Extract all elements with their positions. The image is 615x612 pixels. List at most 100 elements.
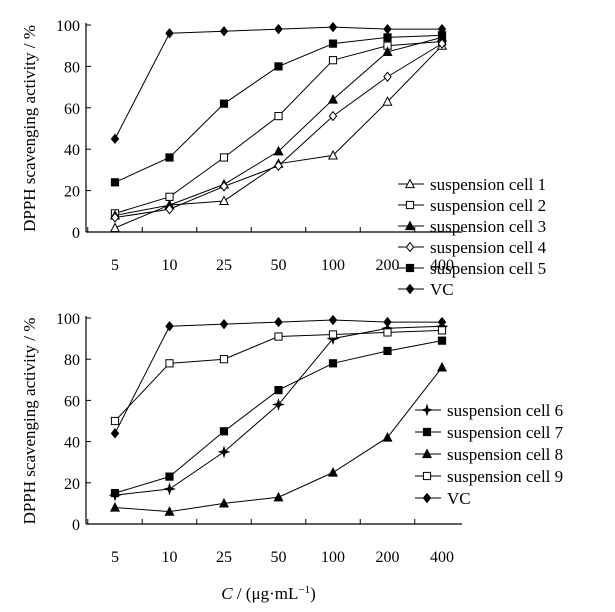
- data-point-suspension-cell-1: [382, 96, 393, 106]
- y-tick-label: 40: [64, 435, 80, 452]
- legend-label: suspension cell 8: [447, 445, 563, 464]
- x-tick-label: 200: [376, 549, 400, 566]
- legend-entry-suspension-cell-7: suspension cell 7: [415, 423, 564, 442]
- legend-entry-suspension-cell-6: suspension cell 6: [415, 401, 563, 420]
- legend-marker: [405, 200, 415, 210]
- x-tick-label: 50: [271, 257, 287, 274]
- x-tick-label: 100: [321, 549, 345, 566]
- x-tick-label: 25: [216, 549, 232, 566]
- x-tick-label: 5: [111, 549, 119, 566]
- legend-entry-vc: VC: [415, 489, 471, 508]
- x-tick-label: 100: [321, 257, 345, 274]
- series-suspension-cell-9: [110, 326, 447, 426]
- y-axis-title: DPPH scavenging activity / %: [20, 25, 39, 232]
- data-point-suspension-cell-8: [436, 361, 448, 372]
- data-point-suspension-cell-9: [437, 326, 447, 335]
- x-tick-label: 10: [162, 257, 178, 274]
- data-point-suspension-cell-4: [274, 160, 283, 171]
- legend-entry-suspension-cell-2: suspension cell 2: [398, 196, 546, 215]
- data-point-suspension-cell-5: [383, 33, 392, 42]
- data-point-suspension-cell-5: [274, 62, 283, 71]
- legend-entry-suspension-cell-5: suspension cell 5: [398, 259, 546, 278]
- data-point-vc: [383, 316, 392, 328]
- data-point-suspension-cell-6: [272, 398, 285, 411]
- data-point-suspension-cell-8: [327, 467, 339, 477]
- y-tick-label: 0: [72, 517, 80, 534]
- data-point-suspension-cell-7: [383, 346, 392, 356]
- y-tick-label: 80: [64, 352, 80, 369]
- y-axis-title: DPPH scavenging activity / %: [20, 318, 39, 525]
- data-point-vc: [328, 21, 338, 33]
- x-tick-label: 400: [430, 257, 454, 274]
- legend-entry-suspension-cell-4: suspension cell 4: [398, 238, 547, 257]
- legend-label: suspension cell 2: [430, 196, 546, 215]
- data-point-suspension-cell-4: [165, 204, 174, 215]
- data-point-suspension-cell-5: [219, 99, 229, 108]
- legend-label: VC: [447, 489, 471, 508]
- data-point-suspension-cell-9: [165, 359, 174, 368]
- legend-marker: [422, 492, 432, 504]
- legend-label: suspension cell 9: [447, 467, 563, 486]
- legend-entry-vc: VC: [398, 280, 454, 299]
- legend-marker: [405, 263, 415, 273]
- series-vc: [110, 314, 447, 439]
- data-point-suspension-cell-6: [217, 445, 231, 459]
- legend-entry-suspension-cell-9: suspension cell 9: [415, 467, 563, 486]
- data-point-vc: [437, 23, 447, 35]
- y-tick-label: 60: [64, 393, 80, 410]
- data-point-suspension-cell-6: [163, 482, 176, 496]
- data-point-suspension-cell-7: [110, 489, 120, 498]
- data-point-vc: [274, 316, 283, 328]
- legend-label: suspension cell 3: [430, 217, 546, 236]
- data-point-suspension-cell-7: [274, 386, 283, 395]
- data-point-suspension-cell-8: [218, 497, 230, 508]
- data-point-suspension-cell-8: [109, 502, 121, 512]
- y-tick-label: 100: [56, 311, 80, 328]
- y-tick-label: 20: [64, 184, 80, 201]
- data-point-suspension-cell-4: [219, 181, 229, 192]
- data-point-vc: [165, 28, 174, 39]
- data-point-vc: [328, 314, 338, 326]
- legend-marker: [420, 403, 434, 417]
- data-point-suspension-cell-9: [219, 355, 229, 364]
- data-point-suspension-cell-4: [110, 212, 120, 223]
- data-point-suspension-cell-8: [164, 506, 175, 516]
- x-tick-label: 400: [430, 549, 454, 566]
- series-vc: [110, 21, 447, 145]
- x-tick-label: 50: [271, 549, 287, 566]
- data-point-suspension-cell-8: [273, 491, 284, 502]
- x-axis-title: C / (μg·mL−1): [221, 584, 316, 603]
- legend-marker: [404, 220, 416, 231]
- data-point-suspension-cell-3: [273, 145, 284, 156]
- x-tick-label: 10: [162, 549, 178, 566]
- x-tick-label: 5: [111, 257, 119, 274]
- series-suspension-cell-3: [109, 31, 448, 220]
- data-point-suspension-cell-9: [328, 330, 338, 339]
- series-suspension-cell-6: [108, 319, 449, 502]
- data-point-suspension-cell-7: [437, 336, 447, 345]
- chart-panel-bottom: 0 20 40 60 80 100 5 10 25 50 100 200 400 DPPH scaveng…: [20, 311, 564, 603]
- data-point-suspension-cell-8: [382, 432, 393, 442]
- legend-entry-suspension-cell-1: suspension cell 1: [398, 175, 546, 194]
- data-point-suspension-cell-7: [165, 472, 174, 481]
- data-point-suspension-cell-2: [274, 111, 283, 121]
- legend-marker: [421, 448, 433, 459]
- legend-marker: [405, 241, 415, 253]
- data-point-suspension-cell-2: [328, 56, 338, 65]
- legend-label: suspension cell 4: [430, 238, 547, 257]
- data-point-suspension-cell-5: [110, 178, 120, 187]
- data-point-suspension-cell-1: [327, 149, 339, 160]
- data-point-suspension-cell-3: [382, 46, 393, 57]
- data-point-suspension-cell-2: [219, 153, 229, 162]
- legend-entry-suspension-cell-8: suspension cell 8: [415, 445, 563, 464]
- data-point-suspension-cell-9: [110, 416, 120, 426]
- legend-marker: [422, 471, 432, 481]
- legend-marker: [405, 283, 415, 295]
- legend-label: suspension cell 7: [447, 423, 564, 442]
- data-point-suspension-cell-5: [165, 153, 174, 162]
- data-point-suspension-cell-1: [109, 222, 121, 232]
- y-tick-label: 20: [64, 476, 80, 493]
- data-point-suspension-cell-2: [165, 192, 174, 201]
- legend-marker: [404, 178, 416, 189]
